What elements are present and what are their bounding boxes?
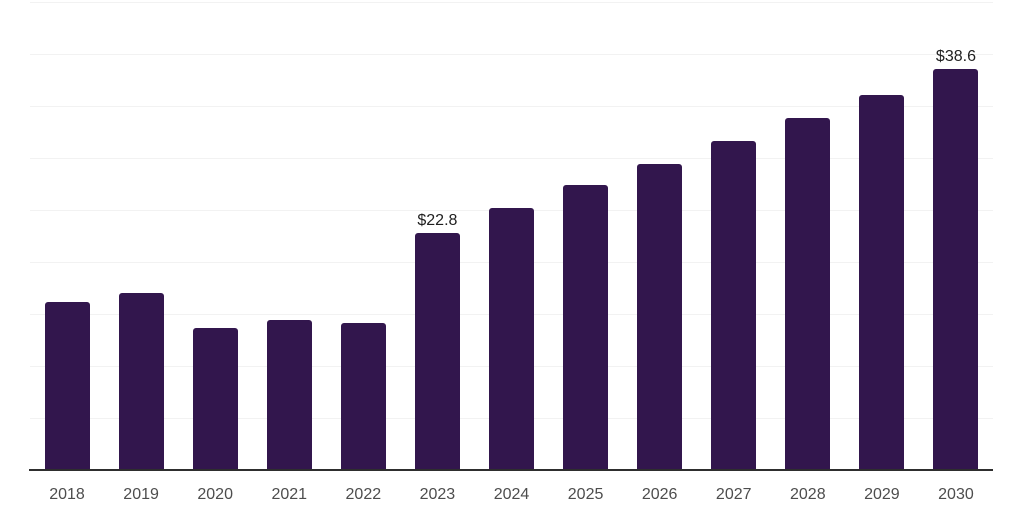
gridline [30,54,993,55]
x-label-2023: 2023 [419,486,456,503]
x-label-2024: 2024 [493,486,530,503]
x-label-2018: 2018 [49,486,85,503]
bar-2030 [933,68,979,470]
value-label-2030: $38.6 [935,47,976,65]
x-label-2021: 2021 [271,486,308,503]
x-label-2029: 2029 [864,486,900,503]
bar-2028 [785,118,831,470]
x-label-2019: 2019 [123,486,159,503]
bar-2023 [414,232,460,470]
bar-2020 [192,327,238,470]
bar-2018 [44,301,90,470]
bar-2026 [637,164,683,470]
bar-2024 [489,207,534,470]
bar-2025 [563,185,609,470]
gridline [30,158,993,159]
bar-2029 [859,94,905,470]
x-label-2030: 2030 [938,486,974,503]
x-axis-line [29,469,993,471]
x-label-2020: 2020 [197,486,233,503]
x-label-2022: 2022 [345,486,382,503]
bar-2022 [340,323,386,470]
bar-2021 [266,320,312,470]
value-label-2023: $22.8 [417,211,458,229]
x-label-2026: 2026 [641,486,678,503]
bar-2019 [118,293,164,470]
x-label-2025: 2025 [567,486,604,503]
gridline [30,2,993,3]
bar-2027 [711,141,757,470]
x-label-2028: 2028 [790,486,826,503]
gridline [30,106,993,107]
x-label-2027: 2027 [715,486,752,503]
